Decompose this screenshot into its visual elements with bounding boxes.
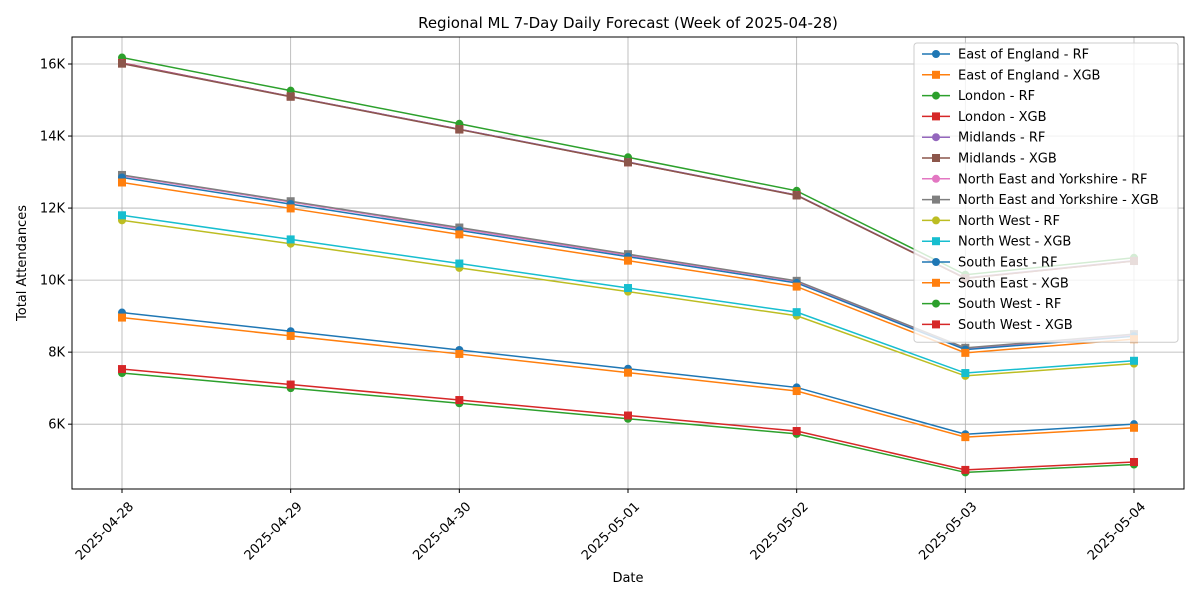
- y-tick-label: 8K: [48, 346, 65, 361]
- y-tick-label: 10K: [40, 274, 66, 289]
- data-point: [118, 211, 126, 220]
- data-point: [286, 380, 295, 389]
- legend-label: South East - RF: [958, 256, 1057, 271]
- x-tick-label: 2025-05-03: [916, 499, 980, 563]
- y-tick-label: 12K: [40, 202, 66, 217]
- legend-item: East of England - RF: [922, 48, 1089, 63]
- legend-label: East of England - RF: [958, 48, 1089, 63]
- legend-marker: [932, 320, 940, 329]
- data-point: [286, 92, 295, 101]
- legend-marker: [932, 91, 940, 100]
- x-tick-label: 2025-04-28: [73, 499, 137, 563]
- x-axis-label: Date: [612, 571, 643, 586]
- legend-label: South West - RF: [958, 297, 1061, 312]
- data-point: [961, 369, 970, 378]
- legend-label: North West - XGB: [958, 235, 1071, 250]
- legend-item: Midlands - RF: [922, 131, 1045, 146]
- data-point: [118, 178, 126, 187]
- data-point: [118, 59, 126, 68]
- legend-marker: [932, 299, 940, 308]
- legend-marker: [932, 216, 940, 225]
- data-point: [624, 158, 632, 167]
- legend-item: North West - XGB: [922, 235, 1071, 250]
- legend-label: North West - RF: [958, 214, 1060, 229]
- legend-item: North East and Yorkshire - RF: [922, 172, 1147, 187]
- legend-box: [913, 42, 1179, 343]
- legend-label: London - RF: [958, 89, 1035, 104]
- data-point: [1130, 457, 1138, 466]
- chart-title: Regional ML 7-Day Daily Forecast (Week o…: [418, 14, 838, 32]
- x-tick-label: 2025-05-02: [748, 499, 812, 563]
- legend-item: South West - RF: [922, 297, 1061, 312]
- legend-marker: [932, 278, 940, 287]
- data-point: [455, 349, 464, 358]
- data-point: [455, 125, 464, 134]
- y-tick-label: 6K: [48, 418, 65, 433]
- data-point: [455, 396, 464, 405]
- data-point: [118, 365, 126, 374]
- data-point: [961, 433, 970, 442]
- legend-marker: [932, 50, 940, 58]
- data-point: [624, 368, 632, 377]
- legend-item: London - RF: [922, 89, 1035, 104]
- data-point: [792, 387, 801, 396]
- y-axis-label: Total Attendances: [15, 205, 30, 322]
- data-point: [286, 331, 295, 340]
- y-axis-ticks: 6K 8K 10K 12K 14K 16K: [40, 58, 72, 433]
- legend-label: Midlands - XGB: [958, 152, 1057, 167]
- legend-item: Midlands - XGB: [922, 152, 1057, 167]
- legend-marker: [932, 70, 940, 79]
- data-point: [624, 256, 632, 265]
- data-point: [792, 427, 801, 436]
- legend-item: London - XGB: [922, 110, 1047, 125]
- legend-marker: [932, 195, 940, 204]
- legend-label: Midlands - RF: [958, 131, 1045, 146]
- legend-item: North West - RF: [922, 214, 1060, 229]
- legend-marker: [932, 174, 940, 183]
- data-point: [624, 284, 632, 293]
- series-13: [118, 365, 1138, 474]
- series-9: [118, 211, 1138, 378]
- legend: East of England - RF East of England - XG…: [913, 42, 1179, 343]
- data-point: [455, 259, 464, 268]
- series-1: [118, 313, 1138, 442]
- series-layer: [118, 53, 1138, 477]
- legend-marker: [932, 258, 940, 266]
- legend-label: South East - XGB: [958, 276, 1069, 291]
- data-point: [961, 348, 970, 357]
- x-tick-label: 2025-05-01: [579, 499, 643, 563]
- legend-label: North East and Yorkshire - XGB: [958, 193, 1159, 208]
- data-point: [455, 230, 464, 239]
- data-point: [792, 191, 801, 200]
- legend-label: North East and Yorkshire - RF: [958, 172, 1147, 187]
- legend-marker: [932, 154, 940, 162]
- legend-label: East of England - XGB: [958, 68, 1100, 83]
- data-point: [792, 282, 801, 291]
- data-point: [624, 411, 632, 420]
- data-point: [1130, 423, 1138, 432]
- data-point: [1130, 356, 1138, 365]
- y-tick-label: 16K: [40, 58, 66, 73]
- legend-item: South East - XGB: [922, 276, 1069, 291]
- legend-marker: [932, 112, 940, 121]
- legend-marker: [932, 237, 940, 246]
- legend-marker: [932, 133, 940, 142]
- x-tick-label: 2025-04-29: [242, 499, 306, 563]
- legend-item: North East and Yorkshire - XGB: [922, 193, 1159, 208]
- data-point: [118, 313, 126, 322]
- y-tick-label: 14K: [40, 130, 66, 145]
- legend-label: South West - XGB: [958, 318, 1073, 333]
- data-point: [961, 465, 970, 474]
- x-tick-label: 2025-04-30: [410, 499, 474, 563]
- legend-item: South East - RF: [922, 256, 1057, 271]
- x-tick-label: 2025-05-04: [1085, 499, 1149, 563]
- x-axis-ticks: 2025-04-28 2025-04-29 2025-04-30 2025-05-01…: [73, 489, 1149, 563]
- data-point: [286, 235, 295, 244]
- legend-item: South West - XGB: [922, 318, 1073, 333]
- legend-item: East of England - XGB: [922, 68, 1100, 83]
- data-point: [286, 204, 295, 213]
- legend-label: London - XGB: [958, 110, 1047, 125]
- data-point: [792, 308, 801, 317]
